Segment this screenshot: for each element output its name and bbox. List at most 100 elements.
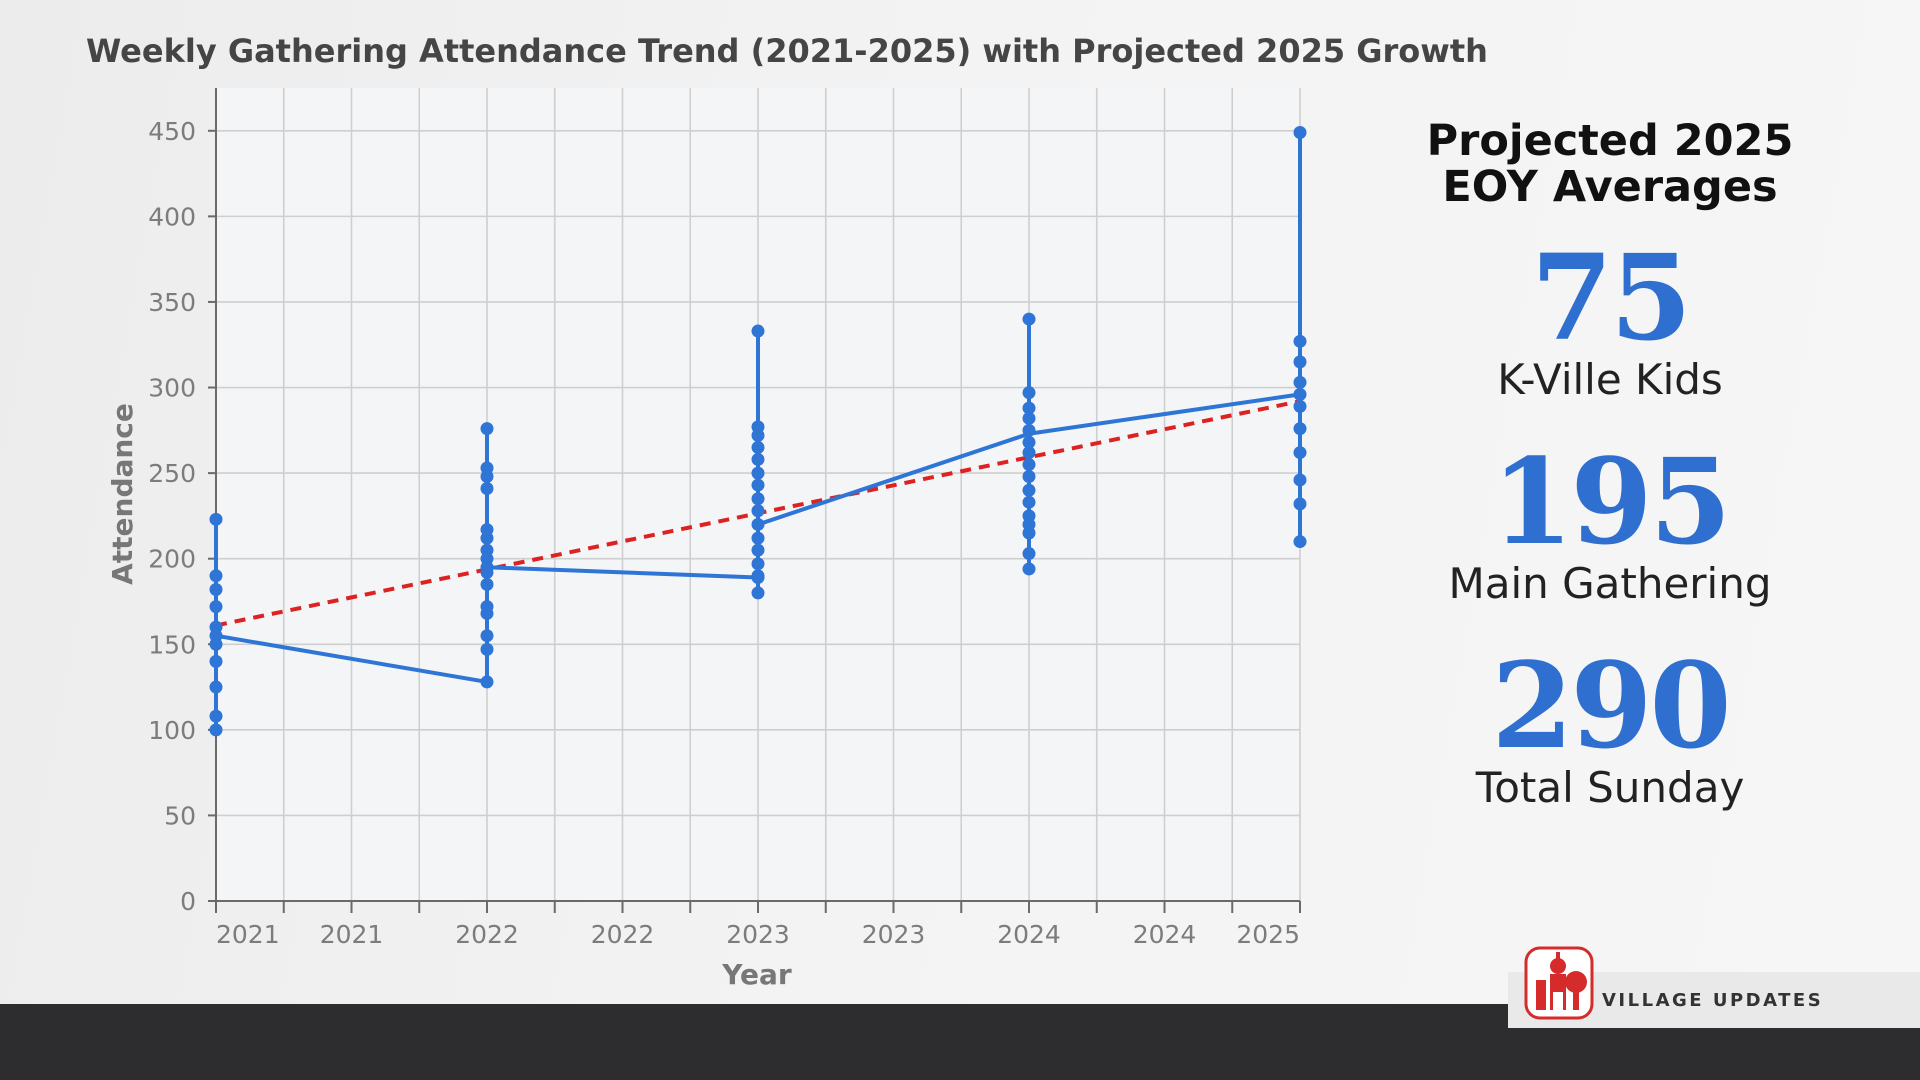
attendance-point	[480, 642, 494, 656]
attendance-point	[209, 629, 223, 643]
attendance-point	[751, 531, 765, 545]
y-tick-label: 50	[164, 801, 196, 830]
x-tick-label: 2025	[1236, 920, 1300, 949]
village-logo-icon	[1524, 946, 1594, 1020]
stat-main-gathering-value: 195	[1491, 432, 1731, 572]
stat-total-sunday-value: 290	[1491, 636, 1731, 776]
attendance-point	[1293, 497, 1307, 511]
attendance-point	[1022, 562, 1036, 576]
chart-axes	[208, 88, 1300, 913]
attendance-point	[480, 600, 494, 614]
attendance-point	[480, 675, 494, 689]
attendance-point	[751, 586, 765, 600]
attendance-point	[1022, 547, 1036, 561]
attendance-point	[209, 600, 223, 614]
attendance-point	[480, 422, 494, 436]
y-axis-label: Attendance	[106, 403, 139, 585]
attendance-point	[751, 517, 765, 531]
x-tick-label: 2022	[591, 920, 655, 949]
projection-heading: Projected 2025 EOY Averages	[1380, 118, 1840, 211]
y-tick-label: 300	[148, 374, 196, 403]
attendance-point	[480, 523, 494, 537]
attendance-point	[751, 504, 765, 518]
attendance-point	[1022, 470, 1036, 484]
x-tick-label: 2022	[455, 920, 519, 949]
attendance-point	[1022, 458, 1036, 472]
chart-title: Weekly Gathering Attendance Trend (2021-…	[86, 32, 1488, 70]
projection-panel: Projected 2025 EOY Averages 75 K-Ville K…	[1380, 118, 1840, 851]
attendance-point	[751, 420, 765, 434]
stat-total-sunday-label: Total Sunday	[1475, 763, 1745, 813]
attendance-point	[1022, 401, 1036, 415]
attendance-point	[1293, 387, 1307, 401]
attendance-point	[209, 709, 223, 723]
attendance-point	[209, 512, 223, 526]
attendance-chart: 0 50 100 150 200 250 300 350 400 450 2021 2021 2022 2…	[106, 88, 1307, 991]
x-tick-label: 2023	[726, 920, 790, 949]
attendance-point	[1293, 399, 1307, 413]
attendance-point	[1293, 446, 1307, 460]
attendance-point	[480, 629, 494, 643]
y-tick-label: 100	[148, 716, 196, 745]
projection-heading-line2: EOY Averages	[1442, 162, 1778, 213]
stat-kids: 75 K-Ville Kids	[1380, 227, 1840, 404]
attendance-point	[1022, 446, 1036, 460]
attendance-point	[751, 478, 765, 492]
attendance-point	[1293, 355, 1307, 369]
x-tick-label: 2021	[320, 920, 384, 949]
attendance-point	[480, 482, 494, 496]
stat-kids-value: 75	[1530, 227, 1692, 367]
projection-heading-line1: Projected 2025	[1426, 116, 1794, 166]
attendance-point	[751, 543, 765, 557]
brand-badge: VILLAGE UPDATES	[1508, 946, 1920, 1028]
attendance-point	[209, 680, 223, 694]
attendance-point	[751, 492, 765, 506]
y-tick-label: 200	[148, 545, 196, 574]
y-tick-label: 0	[180, 887, 196, 916]
attendance-point	[1022, 483, 1036, 497]
attendance-point	[751, 571, 765, 585]
x-tick-label: 2021	[216, 920, 280, 949]
attendance-point	[751, 324, 765, 338]
stat-main-gathering: 195 Main Gathering	[1380, 443, 1840, 607]
x-axis-label: Year	[721, 958, 792, 991]
attendance-point	[1022, 495, 1036, 509]
attendance-point	[209, 569, 223, 583]
attendance-point	[751, 466, 765, 480]
attendance-point	[480, 543, 494, 557]
attendance-point	[480, 577, 494, 591]
brand-text: VILLAGE UPDATES	[1602, 990, 1824, 1011]
attendance-point	[480, 461, 494, 475]
y-tick-label: 450	[148, 117, 196, 146]
attendance-point	[480, 560, 494, 574]
attendance-point	[1293, 334, 1307, 348]
chart-ticks: 0 50 100 150 200 250 300 350 400 450 2021 2021 2022 2…	[148, 117, 1301, 949]
attendance-point	[1293, 375, 1307, 389]
stat-kids-label: K-Ville Kids	[1497, 354, 1723, 404]
attendance-point	[1022, 411, 1036, 425]
x-tick-label: 2023	[862, 920, 926, 949]
attendance-point	[1022, 517, 1036, 531]
attendance-point	[751, 557, 765, 571]
attendance-point	[1022, 423, 1036, 437]
attendance-point	[1022, 435, 1036, 449]
attendance-point	[1022, 386, 1036, 400]
attendance-point	[1022, 312, 1036, 326]
attendance-point	[209, 654, 223, 668]
y-tick-label: 400	[148, 202, 196, 231]
y-tick-label: 350	[148, 288, 196, 317]
x-tick-label: 2024	[1133, 920, 1197, 949]
stat-main-gathering-label: Main Gathering	[1448, 559, 1772, 609]
data-points	[209, 126, 1307, 737]
x-tick-label: 2024	[997, 920, 1061, 949]
attendance-point	[209, 723, 223, 737]
attendance-point	[751, 452, 765, 466]
attendance-point	[209, 582, 223, 596]
stat-total-sunday: 290 Total Sunday	[1380, 647, 1840, 811]
attendance-point	[1293, 535, 1307, 549]
attendance-point	[1293, 126, 1307, 140]
attendance-point	[1293, 473, 1307, 487]
y-tick-label: 250	[148, 459, 196, 488]
attendance-point	[1293, 422, 1307, 436]
attendance-point	[751, 440, 765, 454]
